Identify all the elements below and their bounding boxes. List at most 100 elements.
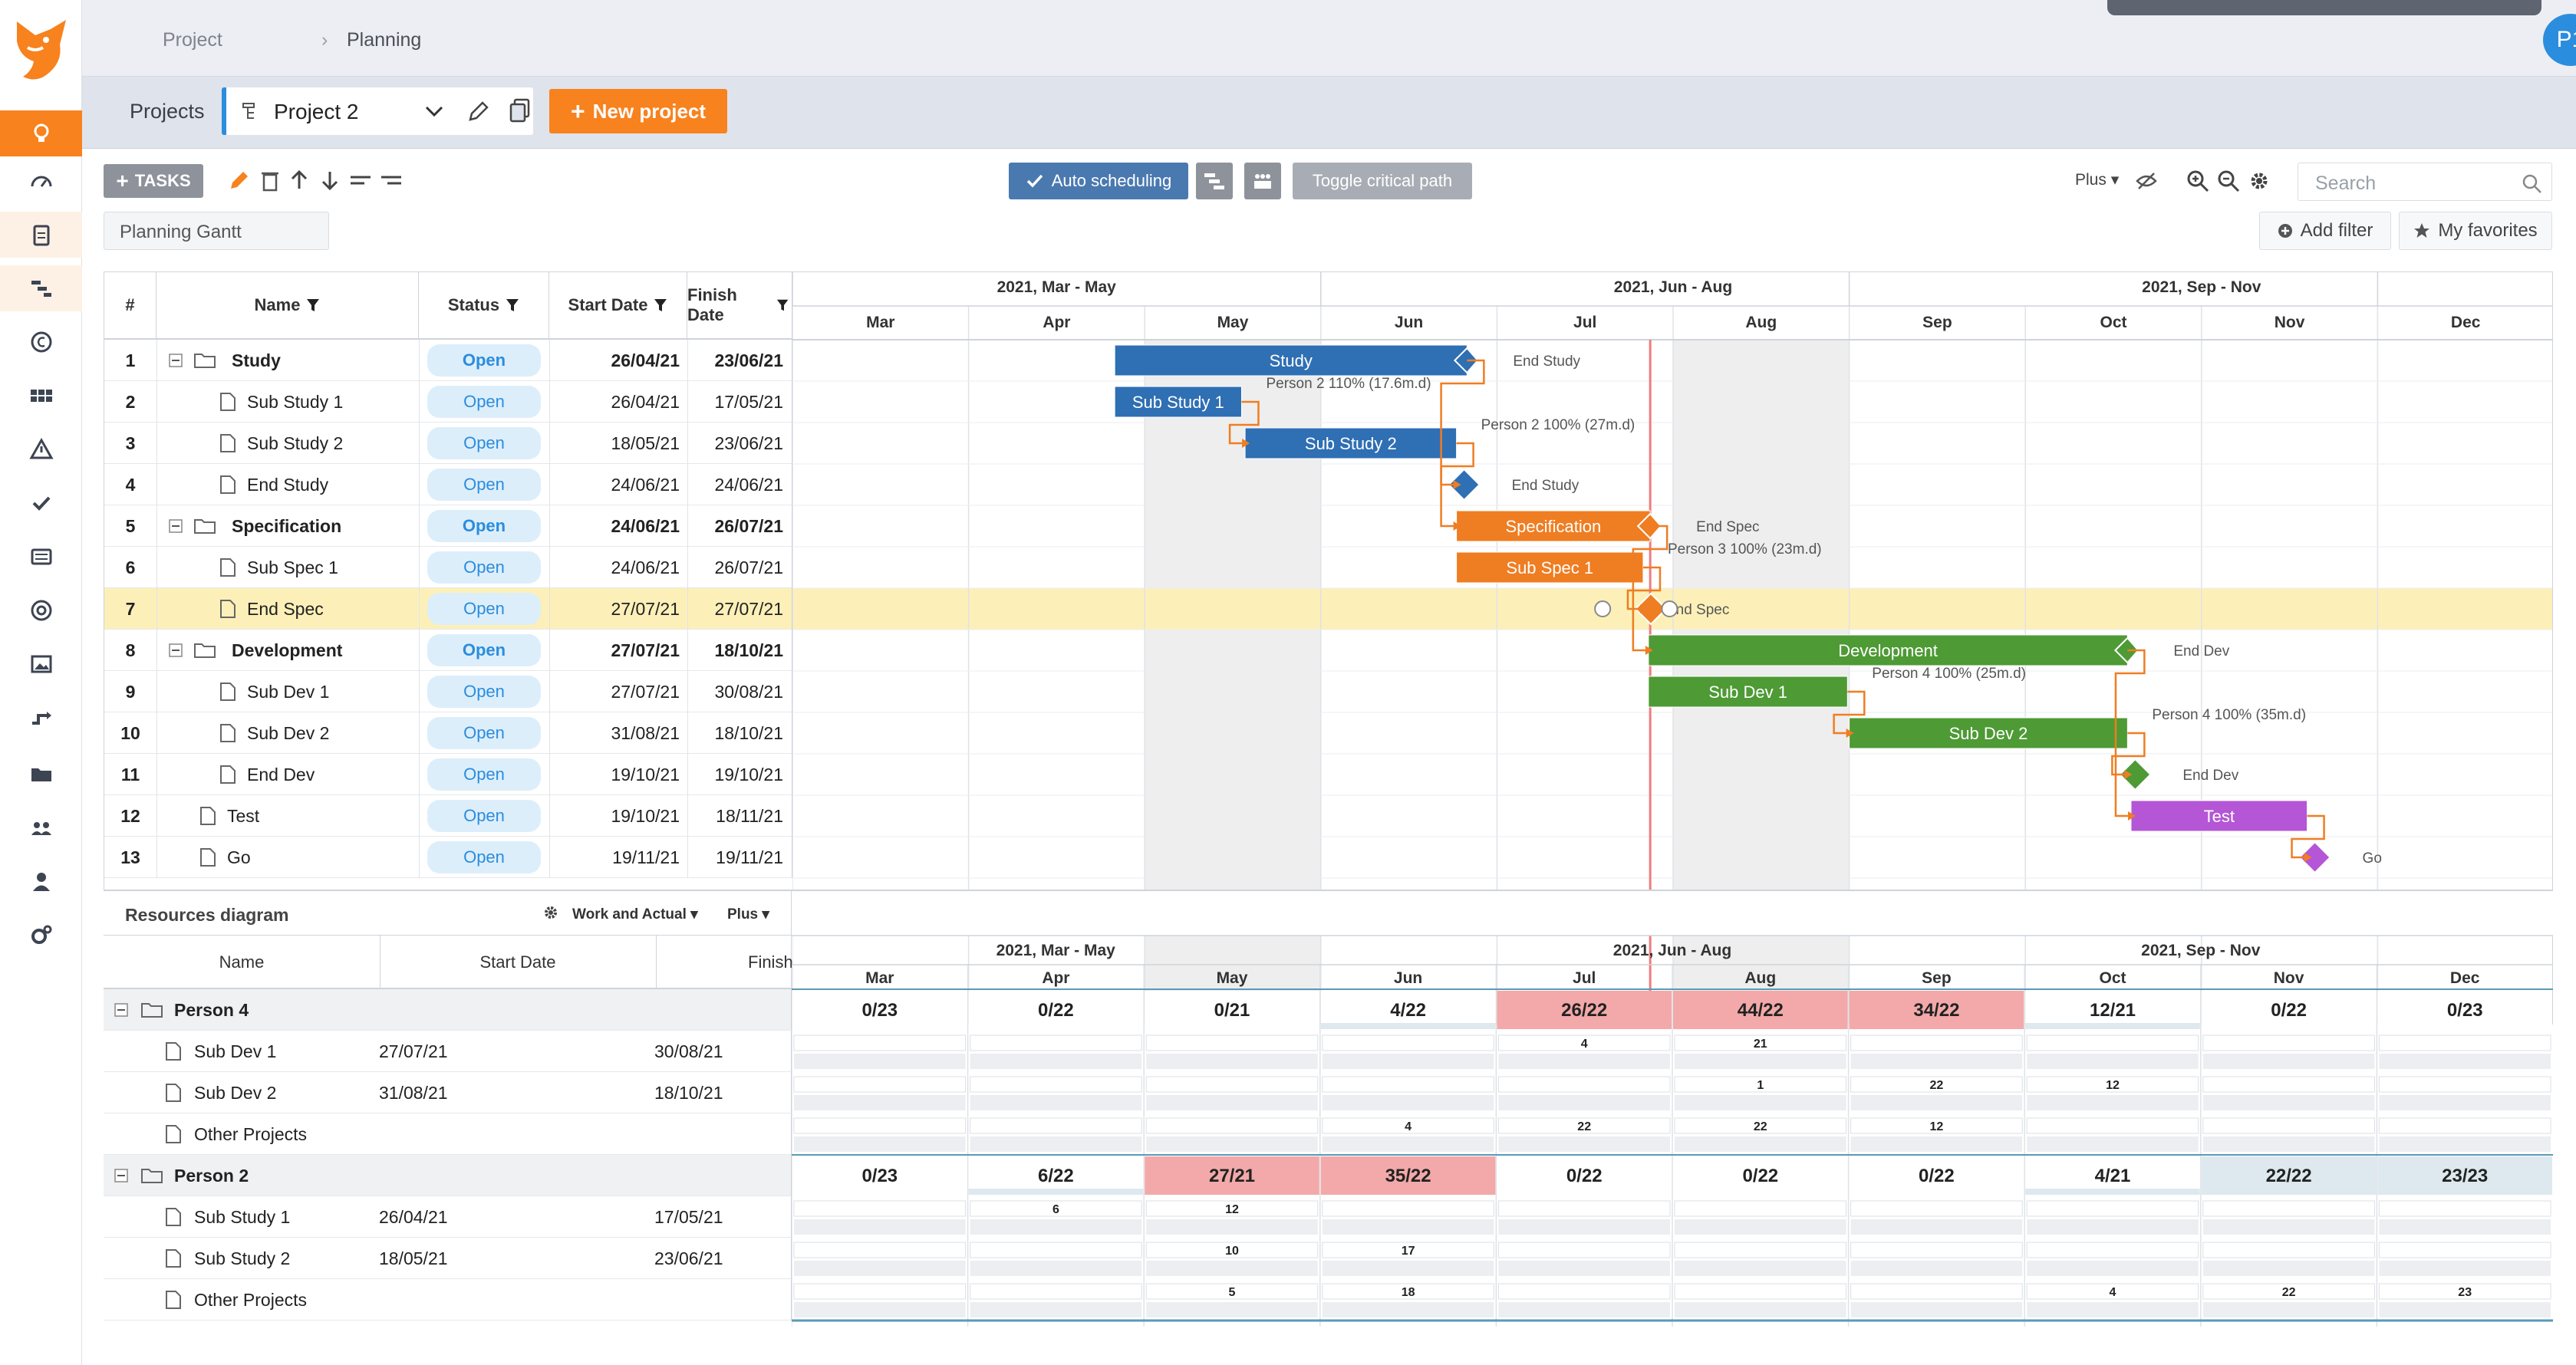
sidebar-item-documents[interactable]	[0, 752, 82, 798]
table-row[interactable]: 13 Go Open 19/11/21 19/11/21	[104, 837, 792, 878]
work-cell[interactable]	[1322, 1117, 1494, 1134]
indent-icon[interactable]	[378, 167, 404, 193]
zoom-out-icon[interactable]	[2216, 169, 2241, 193]
fox-logo-icon[interactable]	[12, 17, 71, 84]
work-cell[interactable]	[793, 1283, 967, 1300]
work-cell[interactable]	[1850, 1283, 2023, 1300]
work-cell[interactable]	[2202, 1117, 2375, 1134]
status-cell[interactable]: Open	[427, 423, 542, 464]
work-cell[interactable]	[1497, 1034, 1671, 1051]
sidebar-item-done[interactable]	[0, 480, 82, 526]
column-header-status[interactable]: Status	[419, 272, 549, 340]
status-cell[interactable]: Open	[427, 340, 542, 381]
status-cell[interactable]: Open	[427, 547, 542, 588]
gantt-bar[interactable]	[1114, 386, 1242, 418]
edit-pencil-icon[interactable]	[466, 98, 492, 124]
gantt-bar[interactable]	[1456, 551, 1644, 584]
work-actual-dropdown[interactable]: Work and Actual ▾	[572, 906, 698, 923]
gear-icon[interactable]	[543, 905, 558, 920]
status-cell[interactable]: Open	[427, 505, 542, 547]
table-row[interactable]: 1 Study Open 26/04/21 23/06/21	[104, 340, 792, 381]
column-header-name[interactable]: Name	[156, 272, 419, 340]
work-cell[interactable]	[1674, 1283, 1847, 1300]
load-cell[interactable]	[1673, 991, 1848, 1029]
status-cell[interactable]: Open	[427, 712, 542, 754]
load-cell[interactable]	[1673, 1156, 1848, 1195]
table-row[interactable]: 12 Test Open 19/10/21 18/11/21	[104, 795, 792, 837]
collapse-toggle[interactable]	[169, 505, 183, 547]
work-cell[interactable]	[1145, 1200, 1319, 1217]
project-select[interactable]: Project 2	[222, 87, 533, 135]
toggle-critical-path-button[interactable]: Toggle critical path	[1293, 163, 1472, 199]
sidebar-item-gantt[interactable]	[0, 265, 82, 311]
load-cell[interactable]	[968, 1156, 1144, 1195]
sidebar-item-dashboard[interactable]	[0, 158, 82, 204]
work-cell[interactable]	[970, 1076, 1142, 1093]
work-cell[interactable]	[2026, 1200, 2199, 1217]
work-cell[interactable]	[2026, 1034, 2199, 1051]
table-row[interactable]: 4 End Study Open 24/06/21 24/06/21	[104, 464, 792, 505]
task-name[interactable]: Study	[232, 350, 281, 370]
status-cell[interactable]: Open	[427, 754, 542, 795]
work-cell[interactable]	[793, 1242, 967, 1258]
status-cell[interactable]: Open	[427, 588, 542, 630]
duplicate-icon[interactable]	[507, 97, 533, 124]
load-cell[interactable]	[1849, 991, 2024, 1029]
work-cell[interactable]	[1850, 1117, 2023, 1134]
work-cell[interactable]	[793, 1034, 967, 1051]
work-cell[interactable]	[2378, 1283, 2551, 1300]
work-cell[interactable]	[970, 1283, 1142, 1300]
resource-task-row[interactable]: Sub Study 2 18/05/21 23/06/21	[104, 1238, 792, 1279]
work-cell[interactable]	[1850, 1076, 2023, 1093]
filter-icon[interactable]	[654, 298, 667, 312]
work-cell[interactable]	[1322, 1034, 1494, 1051]
work-cell[interactable]	[2026, 1283, 2199, 1300]
work-cell[interactable]	[2378, 1200, 2551, 1217]
arrow-up-icon[interactable]	[286, 167, 312, 193]
table-row[interactable]: 7 End Spec Open 27/07/21 27/07/21	[104, 588, 792, 630]
work-cell[interactable]	[2202, 1076, 2375, 1093]
view-name-field[interactable]: Planning Gantt	[104, 212, 329, 250]
arrow-down-icon[interactable]	[317, 167, 343, 193]
eye-off-icon[interactable]	[2135, 170, 2158, 192]
trash-icon[interactable]	[257, 167, 283, 193]
table-row[interactable]: 3 Sub Study 2 Open 18/05/21 23/06/21	[104, 423, 792, 464]
status-cell[interactable]: Open	[427, 671, 542, 712]
table-row[interactable]: 6 Sub Spec 1 Open 24/06/21 26/07/21	[104, 547, 792, 588]
sidebar-item-settings[interactable]	[0, 913, 82, 959]
work-cell[interactable]	[2026, 1117, 2199, 1134]
status-cell[interactable]: Open	[427, 630, 542, 671]
sidebar-item-user[interactable]	[0, 859, 82, 905]
work-cell[interactable]	[1497, 1283, 1671, 1300]
work-cell[interactable]	[2378, 1034, 2551, 1051]
work-cell[interactable]	[1145, 1242, 1319, 1258]
sidebar-item-workflow[interactable]	[0, 695, 82, 741]
load-cell[interactable]	[792, 991, 967, 1029]
work-cell[interactable]	[2026, 1242, 2199, 1258]
work-cell[interactable]	[1497, 1242, 1671, 1258]
work-cell[interactable]	[1322, 1283, 1494, 1300]
task-name[interactable]: Test	[227, 805, 260, 826]
load-cell[interactable]	[2025, 991, 2200, 1029]
work-cell[interactable]	[1322, 1200, 1494, 1217]
my-favorites-button[interactable]: My favorites	[2399, 212, 2552, 250]
work-cell[interactable]	[1145, 1034, 1319, 1051]
task-name[interactable]: Sub Study 2	[247, 433, 344, 453]
work-cell[interactable]	[1850, 1242, 2023, 1258]
work-cell[interactable]	[1145, 1117, 1319, 1134]
add-filter-button[interactable]: Add filter	[2259, 212, 2391, 250]
resource-person-row[interactable]: Person 4	[104, 989, 792, 1031]
work-cell[interactable]	[1145, 1283, 1319, 1300]
user-avatar[interactable]: P1	[2543, 14, 2576, 66]
work-cell[interactable]	[1322, 1076, 1494, 1093]
work-cell[interactable]	[1322, 1242, 1494, 1258]
load-cell[interactable]	[1145, 1156, 1319, 1195]
table-row[interactable]: 5 Specification Open 24/06/21 26/07/21	[104, 505, 792, 547]
work-cell[interactable]	[970, 1117, 1142, 1134]
load-cell[interactable]	[968, 991, 1144, 1029]
sidebar-item-images[interactable]	[0, 641, 82, 687]
auto-scheduling-button[interactable]: Auto scheduling	[1009, 163, 1188, 199]
work-cell[interactable]	[2202, 1283, 2375, 1300]
work-cell[interactable]	[1674, 1117, 1847, 1134]
sidebar-item-budget[interactable]	[0, 319, 82, 365]
